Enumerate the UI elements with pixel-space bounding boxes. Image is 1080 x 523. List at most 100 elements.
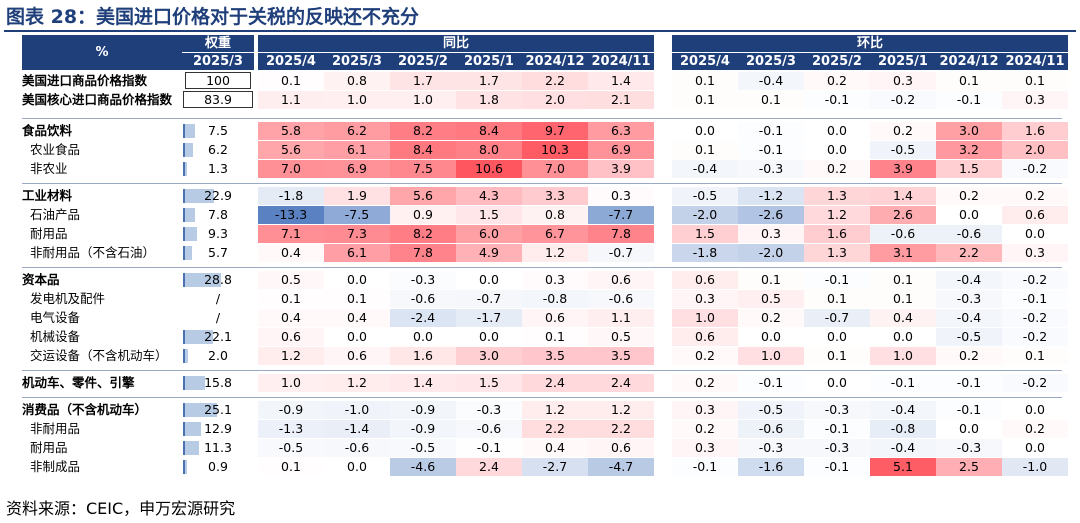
mom-value: 0.2	[936, 187, 1002, 205]
yoy-value: 1.7	[390, 72, 456, 90]
row-label: 食品饮料	[22, 123, 73, 138]
header-yoy-month: 2024/11	[588, 53, 654, 70]
mom-value: 0.0	[936, 206, 1002, 224]
yoy-value: -0.8	[522, 290, 588, 308]
mom-value: 0.1	[804, 290, 870, 308]
yoy-value: 6.7	[522, 225, 588, 243]
yoy-value: 0.9	[390, 206, 456, 224]
mom-value: -0.1	[804, 458, 870, 476]
yoy-value: 0.0	[324, 328, 390, 346]
yoy-value: 1.6	[390, 347, 456, 365]
mom-value: 1.4	[870, 187, 936, 205]
weight-cell: 5.7	[182, 244, 254, 262]
weight-cell: 2.0	[182, 347, 254, 365]
yoy-value: 1.4	[588, 72, 654, 90]
mom-value: -0.2	[1002, 374, 1068, 392]
yoy-value: 0.4	[258, 309, 324, 327]
row-label: 耐用品	[30, 440, 68, 455]
yoy-value: 0.6	[324, 347, 390, 365]
yoy-value: 4.3	[456, 187, 522, 205]
mom-value: 3.9	[870, 160, 936, 178]
yoy-value: 1.8	[456, 91, 522, 109]
row-label: 耐用品	[30, 226, 68, 241]
mom-value: -0.4	[672, 160, 738, 178]
weight-value: 7.5	[208, 123, 228, 138]
yoy-value: 7.3	[324, 225, 390, 243]
mom-value: 3.2	[936, 141, 1002, 159]
mom-value: 1.3	[804, 244, 870, 262]
yoy-value: 8.4	[390, 141, 456, 159]
yoy-value: 3.9	[588, 160, 654, 178]
yoy-value: -0.3	[390, 271, 456, 289]
yoy-value: 8.2	[390, 122, 456, 140]
yoy-value: 0.0	[324, 271, 390, 289]
weight-bar	[183, 330, 213, 344]
mom-value: 0.6	[672, 271, 738, 289]
yoy-value: -7.7	[588, 206, 654, 224]
mom-value: 3.1	[870, 244, 936, 262]
yoy-value: 0.5	[258, 271, 324, 289]
mom-value: 0.2	[672, 420, 738, 438]
weight-value: 1.3	[208, 161, 228, 176]
yoy-value: 1.5	[456, 206, 522, 224]
weight-bar	[183, 124, 195, 138]
mom-value: 0.0	[804, 374, 870, 392]
header-yoy: 同比	[258, 35, 654, 52]
header-mom-month: 2025/2	[804, 53, 870, 70]
yoy-value: 6.0	[456, 225, 522, 243]
weight-bar	[183, 460, 187, 474]
yoy-value: 2.2	[522, 420, 588, 438]
row-label: 资本品	[22, 272, 60, 287]
row-label: 机动车、零件、引擎	[22, 375, 135, 390]
mom-value: -0.1	[936, 401, 1002, 419]
yoy-value: 0.6	[588, 271, 654, 289]
weight-cell: 1.3	[182, 160, 254, 178]
weight-value: 83.9	[183, 91, 253, 108]
data-table: % 权重 2025/3 同比 环比 2025/4 2025/4 2025/3 2025/3 202…	[22, 35, 1068, 487]
mom-value: 1.2	[804, 206, 870, 224]
mom-value: 1.5	[936, 160, 1002, 178]
mom-value: -0.1	[738, 122, 804, 140]
weight-cell: 22.9	[182, 187, 254, 205]
header-mom-month: 2024/12	[936, 53, 1002, 70]
mom-value: -0.1	[738, 374, 804, 392]
yoy-value: 7.5	[390, 160, 456, 178]
row-label: 非耐用品（不含石油）	[30, 245, 156, 260]
mom-value: 0.5	[738, 290, 804, 308]
mom-value: 0.1	[738, 271, 804, 289]
mom-value: 0.1	[804, 347, 870, 365]
yoy-value: 1.7	[456, 72, 522, 90]
header-yoy-month: 2025/4	[258, 53, 324, 70]
weight-cell: 22.1	[182, 328, 254, 346]
header-mom-month: 2025/1	[870, 53, 936, 70]
header-yoy-month: 2025/3	[324, 53, 390, 70]
weight-bar	[183, 208, 195, 222]
yoy-value: 8.2	[390, 225, 456, 243]
mom-value: -0.5	[870, 141, 936, 159]
mom-value: 0.3	[672, 290, 738, 308]
mom-value: -0.2	[1002, 309, 1068, 327]
yoy-value: -0.6	[324, 439, 390, 457]
yoy-value: -13.3	[258, 206, 324, 224]
row-label: 发电机及配件	[30, 291, 106, 306]
yoy-value: 1.2	[522, 244, 588, 262]
yoy-value: 2.1	[588, 91, 654, 109]
mom-value: 0.0	[1002, 225, 1068, 243]
mom-value: 5.1	[870, 458, 936, 476]
source-note: 资料来源：CEIC，申万宏源研究	[6, 499, 236, 518]
yoy-value: -0.6	[390, 290, 456, 308]
mom-value: 0.3	[672, 439, 738, 457]
mom-value: 0.3	[1002, 91, 1068, 109]
weight-value: 22.1	[204, 329, 232, 344]
yoy-value: 0.6	[588, 439, 654, 457]
yoy-value: 0.4	[324, 309, 390, 327]
weight-value: 0.9	[208, 459, 228, 474]
yoy-value: 10.3	[522, 141, 588, 159]
mom-value: 0.1	[870, 290, 936, 308]
yoy-value: 3.3	[522, 187, 588, 205]
mom-value: -0.3	[936, 439, 1002, 457]
yoy-value: 5.6	[390, 187, 456, 205]
weight-value: 11.3	[204, 440, 232, 455]
yoy-value: 0.8	[324, 72, 390, 90]
mom-value: -1.8	[672, 244, 738, 262]
